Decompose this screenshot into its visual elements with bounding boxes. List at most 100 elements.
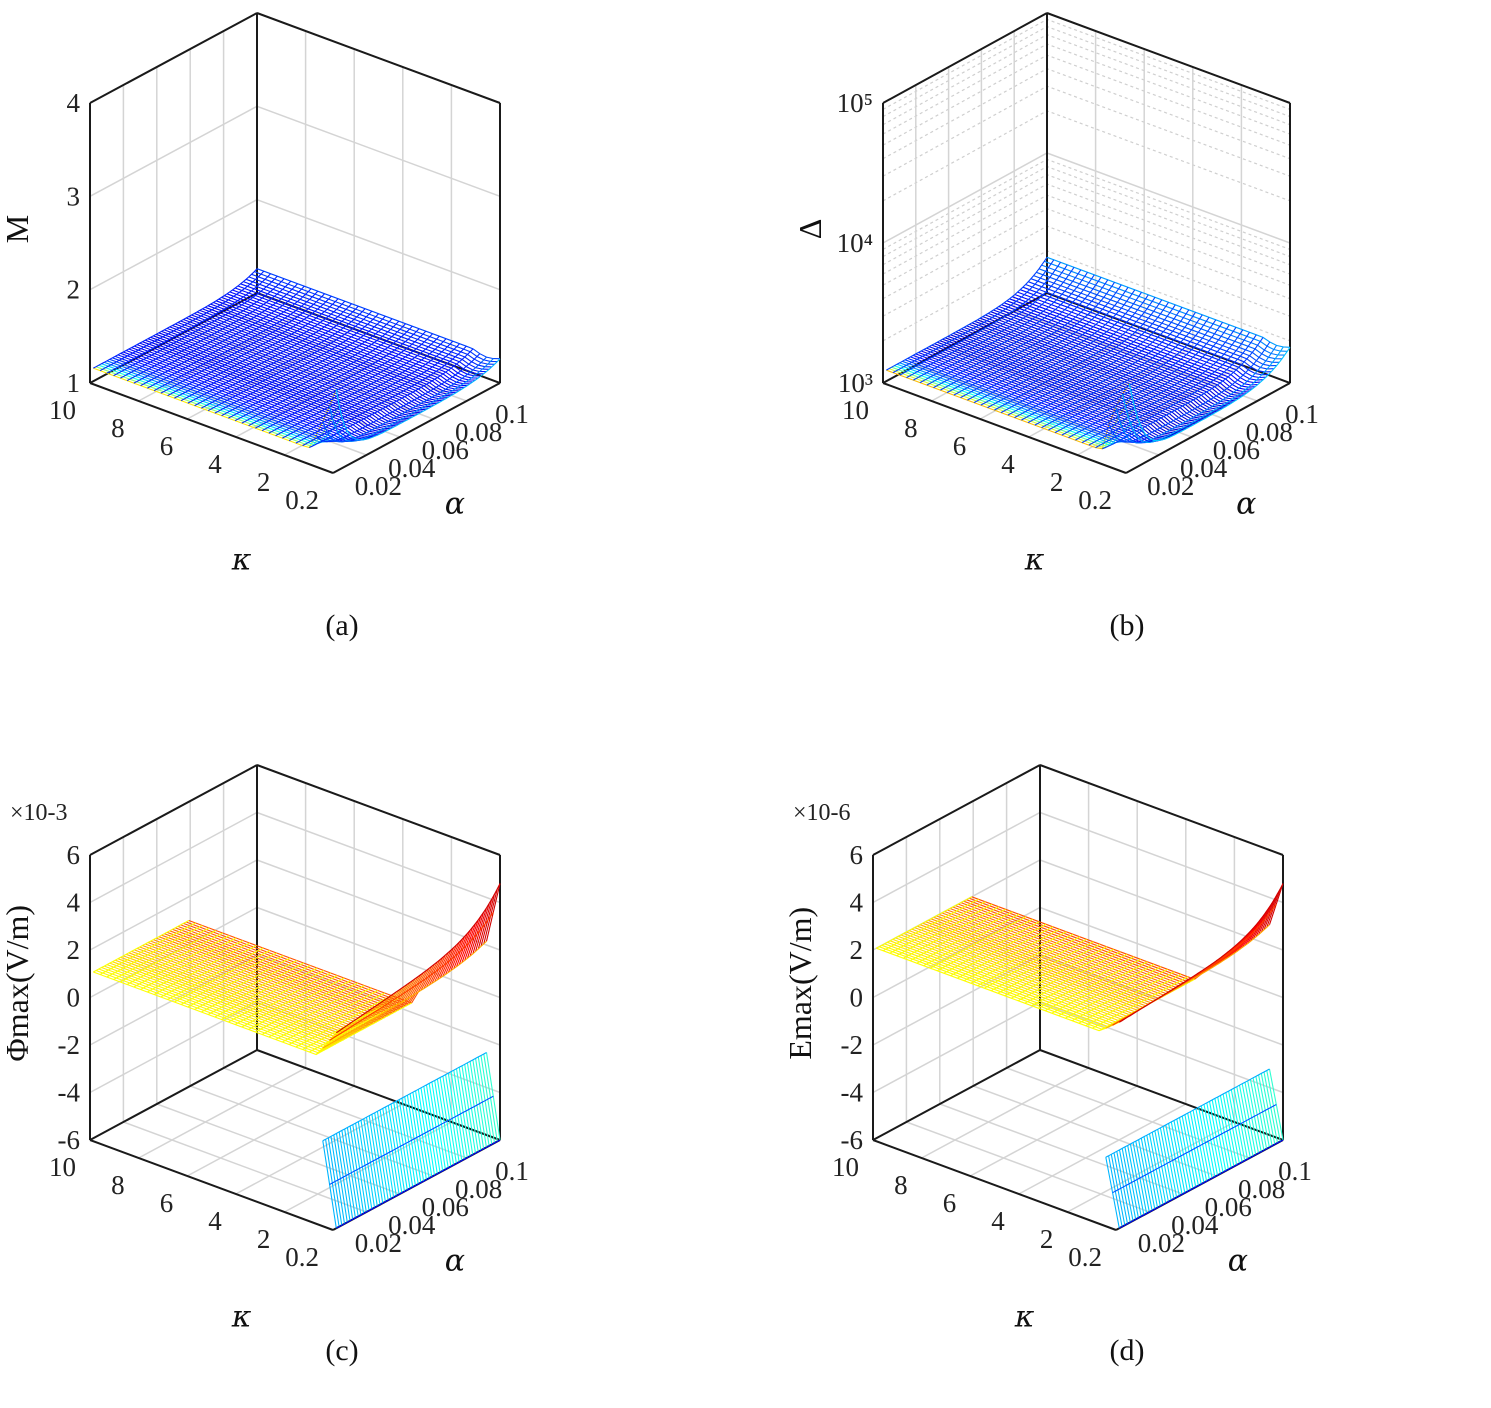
surface-mesh-line [201,960,298,1013]
surface-mesh-line [167,295,332,397]
surface-mesh-line [1068,324,1230,439]
surface-mesh-line [886,256,1048,371]
surface-mesh-line [248,977,345,1030]
axes-box-d [872,764,1284,1231]
box-edge [89,12,258,104]
surface-b [886,256,1291,450]
tick-labels-a: 1 2 3 4 0.020.040.060.080.1 0.2 2 4 6 8 10 [49,88,529,515]
surface-mesh-line [228,970,325,1023]
surface-mesh-line [336,883,501,1034]
surface-mesh-line [194,305,359,407]
surface-mesh-line [882,898,979,952]
z-tick-label: 6 [850,840,864,870]
kappa-tick-label: 6 [160,431,174,461]
kappa-tick-label: 4 [208,449,222,479]
panel-b: 10³ 10⁴ 10⁵ 0.020.040.060.080.1 0.2 2 4 6 8 10 α κ Δ… [792,12,1319,642]
surface-mesh-line [288,992,385,1045]
z-tick-label: 4 [850,888,864,918]
surface-mesh-line [980,291,1142,406]
z-tick-label: 1 [67,368,81,398]
surface-mesh-line [309,348,474,449]
surface-mesh-line [335,358,501,441]
box-edge [882,12,1048,104]
kappa-tick-label: 10 [842,395,869,425]
z-tick-label: 0 [850,983,864,1013]
surface-mesh-line [241,975,338,1028]
surface-mesh-line [916,911,1013,964]
surface-mesh-line [261,982,358,1035]
axes-box-a [89,12,501,474]
surface-mesh-line [329,358,494,442]
surface-mesh-line [99,922,196,975]
kappa-axis-label: κ [1014,1300,1035,1335]
surface-mesh-line [889,901,986,954]
z-minor-gridline [882,85,1291,177]
tick-labels-d: -6 -4 -2 0 2 4 6 0.020.040.060.080.1 0.2 2 4 6 8 10 [832,840,1312,1272]
surface-mesh-line [221,967,318,1020]
surface-mesh-line [1119,883,1284,1023]
kappa-tick-label: 4 [991,1206,1005,1236]
surface-mesh-line [970,931,1067,984]
surface-mesh-line [963,928,1060,982]
surface-mesh-line [936,918,1033,972]
alpha-tick-label: 0.06 [1205,1192,1252,1222]
surface-mesh-line [322,940,487,1049]
surface-mesh-line [336,1139,501,1229]
z-minor-gridline [882,158,1291,250]
z-tick-label: -4 [58,1078,81,1108]
panel-caption: (b) [1110,609,1145,642]
surface-mesh-line [234,320,400,422]
surface-mesh-line [933,274,1095,389]
alpha-tick-label: 0.02 [355,471,402,501]
surface-mesh-line [160,293,325,394]
surface-mesh-line [126,932,223,985]
surface-mesh-line [221,315,386,417]
kappa-tick-label: 0.2 [1078,485,1112,515]
surface-mesh-line [93,268,258,369]
kappa-axis-line [89,1139,334,1231]
alpha-tick-label: 0.04 [388,1210,436,1240]
surface-mesh-line [180,300,346,402]
z-tick-label: 2 [67,935,81,965]
surface-mesh-line [953,281,1115,396]
surface-mesh-line [1065,966,1162,1019]
surface-mesh-line [1041,314,1203,429]
surface-mesh-line [1119,1139,1284,1229]
surface-mesh-line [967,286,1129,401]
surface-mesh-line [315,1002,412,1055]
kappa-tick-label: 6 [953,431,967,461]
surface-mesh-line [214,965,311,1018]
kappa-tick-label: 10 [49,1152,76,1182]
tick-labels-b: 10³ 10⁴ 10⁵ 0.020.040.060.080.1 0.2 2 4 6 8 10 [837,88,1319,515]
z-multiplier-label: ×10-6 [793,800,851,826]
box-edge [256,764,501,856]
surface-mesh-line [302,345,467,447]
surface-mesh-line [93,920,190,973]
surface-mesh-line [1078,971,1175,1024]
kappa-tick-label: 0.2 [285,1242,319,1272]
surface-mesh-line [295,995,392,1048]
alpha-tick-label: 0.02 [1138,1228,1185,1258]
box-edge [872,764,1041,856]
surface-mesh-line [1048,316,1210,431]
surface-mesh-line [1024,951,1121,1004]
surface-mesh-line [892,259,1055,374]
surface-mesh-line [1044,958,1141,1012]
kappa-tick-label: 2 [1050,467,1064,497]
z-tick-label: -6 [58,1125,81,1155]
kappa-axis-line [882,382,1127,474]
surface-mesh-line [950,923,1047,977]
surface-mesh-line [106,925,203,978]
kappa-tick-label: 0.2 [285,485,319,515]
surface-mesh-line [113,927,210,980]
alpha-tick-label: 0.04 [1171,1210,1219,1240]
surface-mesh-line [187,303,352,404]
panel-d: -6 -4 -2 0 2 4 6 0.020.040.060.080.1 0.2 2 4 6 8 10 α κ… [782,764,1312,1367]
alpha-tick-label: 0.08 [455,417,502,447]
surface-mesh-line [174,298,339,399]
surface-mesh-line [1088,331,1250,446]
surface-mesh-line [946,279,1109,394]
alpha-tick-label: 0.08 [455,1174,502,1204]
surface-mesh-line [1121,346,1284,443]
box-edge [872,1049,1041,1141]
